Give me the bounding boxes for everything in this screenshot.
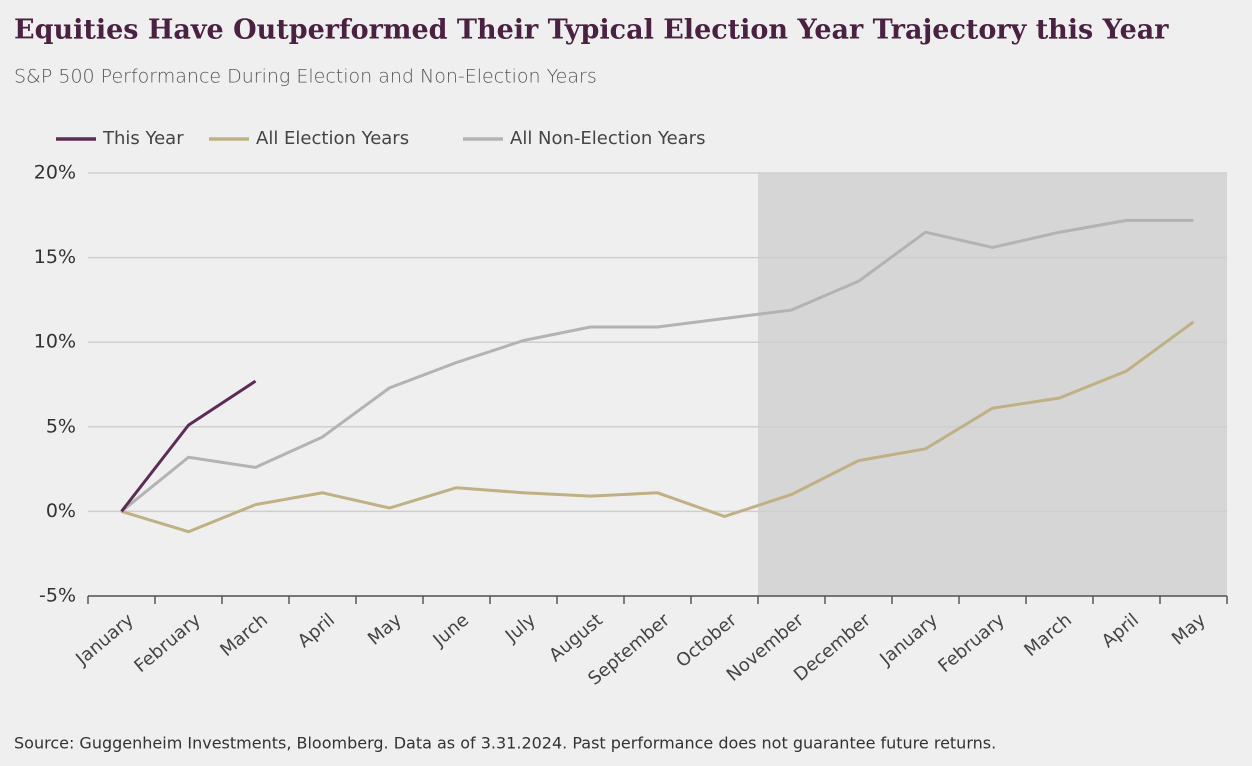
- x-tick-label: February: [934, 609, 1009, 677]
- legend-label: All Non-Election Years: [510, 128, 705, 149]
- source-note: Source: Guggenheim Investments, Bloomber…: [14, 734, 996, 753]
- chart-subtitle: S&P 500 Performance During Election and …: [14, 66, 597, 88]
- legend-label: This Year: [102, 128, 184, 149]
- y-tick-label: 20%: [34, 162, 76, 184]
- x-tick-label: May: [364, 609, 406, 649]
- y-tick-label: 10%: [34, 331, 76, 353]
- series-line: [120, 379, 257, 513]
- series-line: [121, 320, 1195, 534]
- x-tick-label: August: [545, 610, 607, 667]
- y-tick-label: -5%: [39, 585, 76, 607]
- legend-label: All Election Years: [256, 128, 409, 149]
- x-tick-label: May: [1168, 609, 1210, 649]
- y-tick-label: 15%: [34, 246, 76, 268]
- x-tick-label: March: [216, 610, 272, 661]
- x-tick-label: January: [875, 609, 942, 670]
- x-tick-label: April: [1098, 610, 1143, 653]
- y-tick-label: 5%: [46, 415, 76, 437]
- x-tick-label: July: [501, 609, 540, 647]
- series-line: [120, 218, 1194, 513]
- x-tick-label: March: [1020, 610, 1076, 661]
- shaded-region: [758, 173, 1227, 596]
- x-tick-label: February: [130, 609, 205, 677]
- x-tick-label: January: [71, 609, 138, 670]
- chart-title: Equities Have Outperformed Their Typical…: [14, 15, 1169, 46]
- x-tick-label: June: [429, 610, 473, 652]
- y-tick-label: 0%: [46, 500, 76, 522]
- x-tick-label: April: [294, 610, 339, 653]
